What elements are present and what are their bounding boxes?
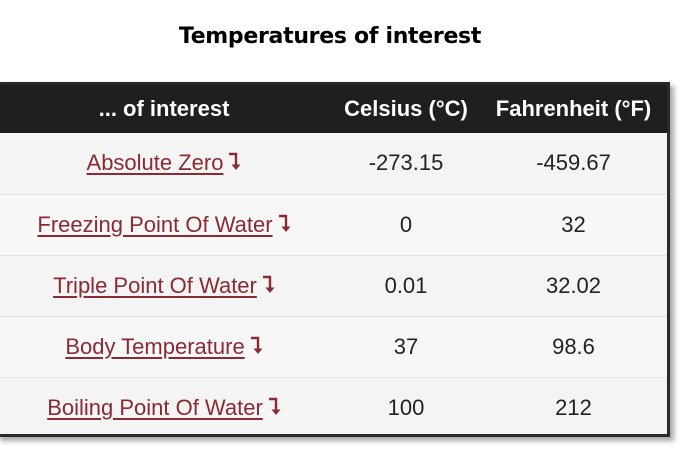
table-row: Absolute Zero -273.15 -459.67 (0, 133, 667, 194)
celsius-cell: 100 (387, 394, 425, 420)
arrow-down-right-icon (229, 153, 241, 171)
row-link-body-temperature[interactable]: Body Temperature (65, 334, 244, 359)
celsius-cell: 0 (399, 211, 413, 237)
row-link-label: Body Temperature (65, 333, 245, 359)
table-row: Boiling Point Of Water 100 212 (0, 377, 667, 434)
fahrenheit-cell: 212 (555, 394, 592, 420)
fahrenheit-cell: 98.6 (552, 333, 595, 359)
row-link-boiling-point[interactable]: Boiling Point Of Water (47, 395, 263, 420)
row-link-label: Freezing Point Of Water (37, 211, 273, 237)
celsius-cell: 37 (393, 333, 419, 359)
row-link-triple-point[interactable]: Triple Point Of Water (53, 273, 257, 298)
page-title: Temperatures of interest (178, 24, 482, 49)
table-header-row: ... of interest Celsius (°C) Fahrenheit … (0, 85, 667, 133)
arrow-down-right-icon (278, 214, 291, 232)
fahrenheit-cell: 32.02 (545, 272, 602, 298)
arrow-down-right-icon (250, 336, 263, 354)
table-row: Triple Point Of Water 0.01 32.02 (0, 255, 667, 316)
row-link-freezing-point[interactable]: Freezing Point Of Water (37, 212, 272, 237)
row-link-label: Triple Point Of Water (53, 272, 257, 298)
table-row: Freezing Point Of Water 0 32 (0, 194, 667, 255)
column-header-fahrenheit: Fahrenheit (°F) (495, 96, 652, 121)
table-row: Body Temperature 37 98.6 (0, 316, 667, 377)
row-link-label: Absolute Zero (86, 150, 224, 176)
column-header-name: ... of interest (98, 96, 230, 121)
arrow-down-right-icon (262, 275, 275, 293)
row-link-absolute-zero[interactable]: Absolute Zero (87, 150, 224, 175)
fahrenheit-cell: 32 (561, 211, 586, 237)
row-link-label: Boiling Point Of Water (47, 394, 263, 420)
temperatures-table-container: ... of interest Celsius (°C) Fahrenheit … (0, 82, 670, 437)
celsius-cell: -273.15 (368, 150, 444, 176)
fahrenheit-cell: -459.67 (536, 150, 611, 176)
temperatures-table: ... of interest Celsius (°C) Fahrenheit … (0, 85, 667, 434)
column-header-celsius: Celsius (°C) (344, 96, 468, 121)
arrow-down-right-icon (268, 397, 281, 415)
celsius-cell: 0.01 (384, 272, 428, 298)
